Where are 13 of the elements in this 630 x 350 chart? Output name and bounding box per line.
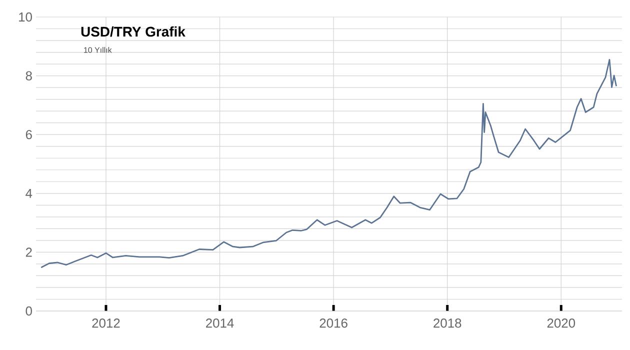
y-tick-label: 0 — [26, 306, 32, 316]
y-tick-label: 6 — [26, 130, 32, 140]
x-tick-label: 2012 — [92, 318, 120, 328]
y-tick-label: 8 — [26, 71, 32, 80]
y-tick-label: 10 — [19, 12, 32, 22]
x-tick-label: 2018 — [434, 318, 462, 328]
line-series — [40, 58, 618, 268]
y-tick-label: 2 — [26, 248, 32, 257]
y-tick-label: 4 — [26, 188, 32, 198]
text: USD/TRY Grafik — [81, 26, 186, 37]
x-tick-label: 2020 — [547, 318, 576, 328]
x-tick-label: 2016 — [320, 318, 348, 328]
x-tick-label: 2014 — [206, 318, 234, 328]
